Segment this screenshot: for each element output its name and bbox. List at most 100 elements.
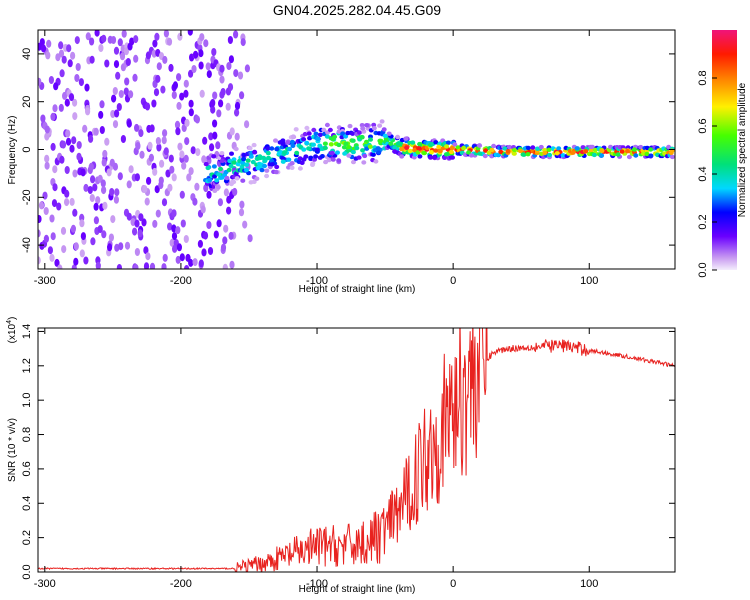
spectrogram-cell [162,129,168,138]
spectrogram-cell [40,114,46,123]
spectrogram-cell [206,190,212,199]
spectrogram-cell [183,79,189,88]
spectrogram-cell [395,134,401,140]
spectrogram-cell [128,90,134,99]
spectrogram-cell [94,30,100,37]
spectrogram-cell [265,150,271,156]
spectrogram-cell [115,71,121,80]
spectrogram-cell [286,157,292,162]
spectrogram-cell [364,123,370,128]
spectrogram-cell [46,39,52,48]
spectrogram-cell [631,147,637,152]
spectrogram-cell [669,154,675,160]
spectrogram-cell [38,77,42,86]
spectrogram-cell [228,55,234,64]
spectrogram-cell [306,131,312,136]
spectrogram-cell [82,124,88,133]
spectrogram-cell [251,179,257,184]
colorbar-tick-label: 0.6 [697,118,709,133]
spectrogram-cell [186,173,192,182]
spectrogram-cell [228,231,234,240]
spectrogram-cell [69,197,75,206]
spectrogram-cell [615,152,621,157]
spectrogram-cell [525,152,531,157]
spectrogram-cell [117,38,123,47]
spectrogram-cell [468,153,474,158]
spectrogram-cell [511,151,517,156]
spectrogram-cell [677,154,682,158]
spectrogram-cell [382,133,388,138]
spectrogram-cell [174,120,181,129]
spectrogram-cell [625,149,630,154]
spectrogram-cell [126,119,132,128]
spectrogram-cell [183,89,189,98]
spectrogram-cell [48,76,55,84]
spectrogram-cell [184,118,190,127]
spectrogram-cell [404,145,410,150]
spectrogram-cell [235,162,241,167]
spectrogram-cell [128,165,134,174]
spectrogram-cell [104,59,110,68]
spectrogram-cell [360,148,366,153]
colorbar-ticks: 0.0 0.2 0.4 0.6 0.8 [697,70,717,278]
spectrogram-cell [117,172,123,181]
spectrogram-cell [56,202,62,211]
spectrogram-cell [156,143,162,152]
spectrogram-cell [392,149,398,154]
spectrogram-cell [322,145,328,151]
spectrogram-cell [156,62,162,71]
spectrogram-cell [280,159,286,164]
spectrogram-cell [201,248,207,257]
spectrogram-cell [74,74,80,82]
spectrogram-cell [644,151,650,157]
spectrogram-cell [191,65,197,73]
spectrogram-cell [155,209,161,218]
spectrogram-cell [177,142,183,151]
spectrogram-cell [207,247,214,255]
spectrogram-cell [304,125,310,131]
spectrogram-cell [58,103,64,112]
spectrogram-cell [542,150,548,156]
spectrogram-cell [547,152,553,158]
spectrogram-cell [71,136,77,145]
y-tick-label: -20 [21,189,33,205]
spectrogram-cell [212,119,218,128]
spectrogram-cell [171,224,177,233]
spectrogram-cell [175,127,181,136]
spectrogram-cell [211,164,217,169]
spectrogram-cell [207,177,213,183]
spectrogram-cell [188,108,194,117]
spectrogram-cell [362,153,368,159]
spectrogram-cell [216,172,222,177]
spectrogram-cell [303,154,309,159]
spectrogram-cell [127,42,133,51]
spectrogram-cell [98,110,104,119]
spectrogram-cell [65,137,72,146]
spectrogram-cell [133,35,139,44]
spectrogram-cell [38,256,41,265]
spectrogram-cell [245,158,251,163]
spectrogram-cell [375,146,381,151]
spectrogram-cell [591,152,597,158]
spectrogram-cell [88,162,94,171]
spectrogram-cell [232,187,238,196]
spectrogram-cell [251,142,257,148]
spectrogram-cell [502,146,508,151]
spectrogram-cell [350,131,356,136]
spectrogram-cell [203,39,209,48]
spectrogram-cell [93,216,99,225]
spectrogram-cell [329,150,335,156]
spectrogram-cell [234,176,240,181]
spectrogram-cell [373,159,379,164]
snr-multiplier: (x104) [6,317,18,344]
spectrogram-cell [444,144,450,149]
spectrogram-cell [161,136,167,145]
spectrogram-cell [517,148,523,154]
spectrogram-cell [250,159,256,165]
spectrogram-cell [90,237,96,246]
x-tick-label: -200 [170,578,192,590]
spectrogram-cell [240,160,246,165]
colorbar-tick-label: 0.8 [697,70,709,85]
spectrogram-cell [290,134,296,139]
